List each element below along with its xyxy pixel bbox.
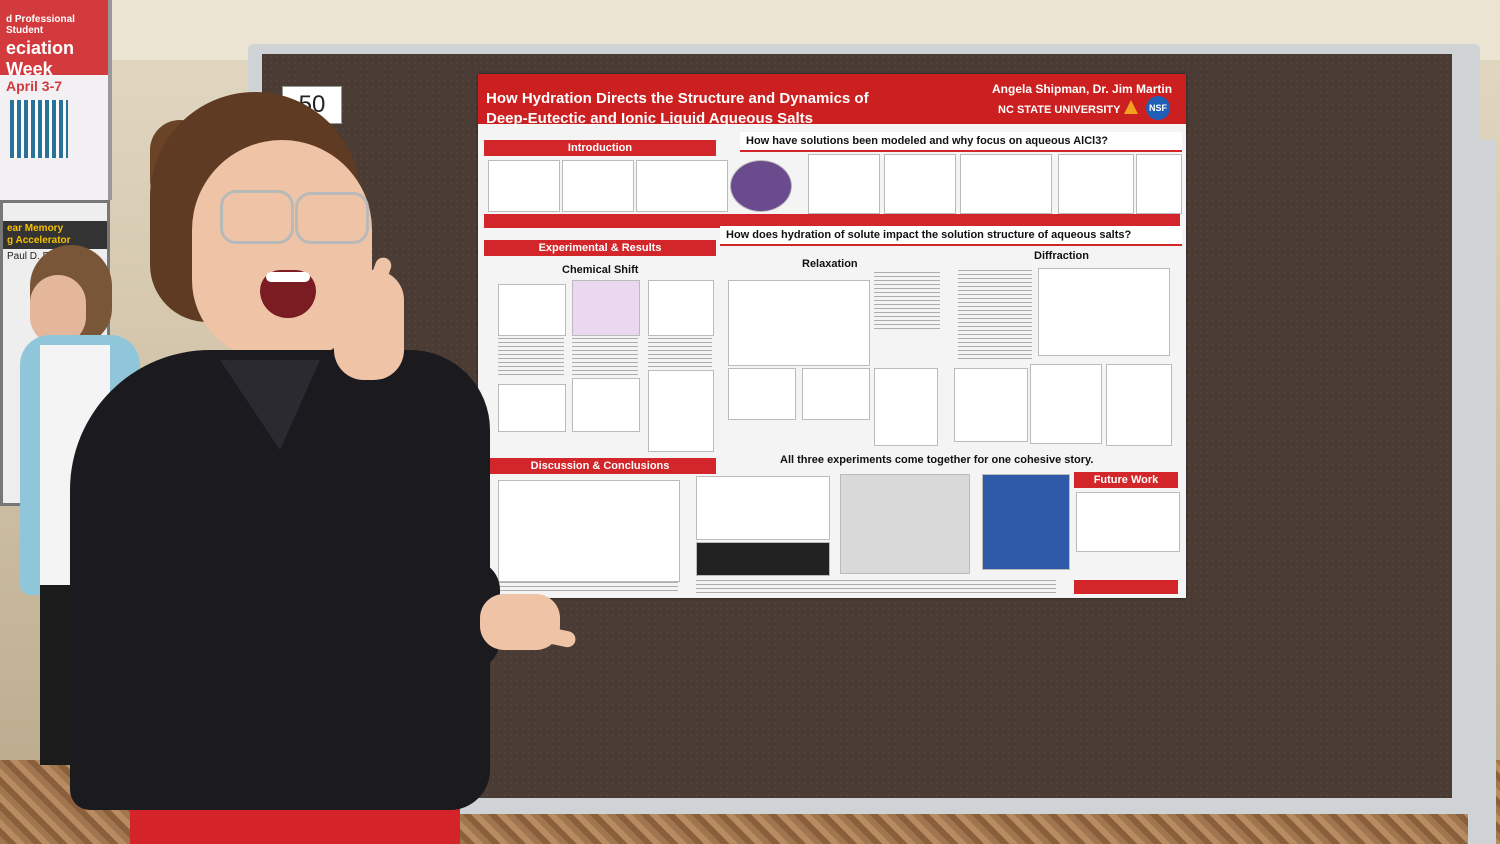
figure: [562, 160, 634, 212]
question-2: How does hydration of solute impact the …: [720, 226, 1182, 246]
text-block: [958, 270, 1032, 360]
cohesive-story-heading: All three experiments come together for …: [780, 454, 1094, 466]
figure: [1058, 154, 1134, 214]
text-block: [696, 580, 1056, 594]
section-experimental: Experimental & Results: [484, 240, 716, 256]
face: [30, 275, 86, 345]
figure: [1076, 492, 1180, 552]
poster-title-b: g Accelerator: [7, 235, 71, 246]
figure: [1030, 364, 1102, 444]
figure: [1106, 364, 1172, 446]
section-future-work: Future Work: [1074, 472, 1178, 488]
poster-title-a: ear Memory: [7, 223, 64, 234]
figure: [728, 368, 796, 420]
intro-caption-bar: [484, 214, 1180, 228]
figure: [954, 368, 1028, 442]
research-poster: How Hydration Directs the Structure and …: [478, 74, 1186, 598]
poster-banner: [0, 0, 108, 75]
question-1: How have solutions been modeled and why …: [740, 132, 1182, 152]
section-discussion: Discussion & Conclusions: [484, 458, 716, 474]
figure: [498, 480, 680, 582]
text-block: [498, 338, 564, 378]
figure: [648, 370, 714, 452]
presenter-person: [70, 80, 590, 844]
figure: [696, 542, 830, 576]
subheading-chemical-shift: Chemical Shift: [562, 264, 639, 276]
figure: [808, 154, 880, 214]
figure: [960, 154, 1052, 214]
text-block: [874, 272, 940, 332]
figure: [498, 284, 566, 336]
poster-title-line1: How Hydration Directs the Structure and …: [486, 90, 869, 107]
poster-authors: Angela Shipman, Dr. Jim Martin: [992, 82, 1173, 96]
section-introduction: Introduction: [484, 140, 716, 156]
figure: [648, 280, 714, 336]
background-event-poster: d Professional Student eciation Week Apr…: [0, 0, 112, 200]
poster-line1: d Professional Student: [6, 14, 75, 36]
qr-code-icon: [10, 100, 68, 158]
figure: [488, 160, 560, 212]
figure: [840, 474, 970, 574]
university-logo: NC STATE UNIVERSITY: [998, 104, 1121, 116]
figure: [884, 154, 956, 214]
figure: [1038, 268, 1170, 356]
figure: [1136, 154, 1182, 214]
glasses-icon: [220, 190, 294, 244]
figure: [802, 368, 870, 420]
text-block: [572, 338, 638, 378]
poster-line2: eciation Week: [6, 38, 75, 79]
figure: [982, 474, 1070, 570]
subheading-relaxation: Relaxation: [802, 258, 858, 270]
figure: [636, 160, 728, 212]
text-block: [648, 338, 712, 368]
subheading-diffraction: Diffraction: [1034, 250, 1089, 262]
figure: [696, 476, 830, 540]
figure: [572, 378, 640, 432]
poster-header: [3, 221, 107, 249]
figure: [730, 160, 792, 212]
board-stand-pole: [1468, 140, 1496, 844]
teeth: [266, 272, 310, 282]
figure: [874, 368, 938, 446]
figure: [498, 384, 566, 432]
nsf-logo-icon: NSF: [1146, 96, 1170, 120]
poster-header: [478, 74, 1186, 124]
figure: [572, 280, 640, 336]
poster-title-line2: Deep-Eutectic and Ionic Liquid Aqueous S…: [486, 110, 813, 127]
figure: [728, 280, 870, 366]
text-block: [498, 582, 678, 594]
poster-date: April 3-7: [6, 78, 63, 94]
glasses-icon: [295, 192, 369, 244]
references-bar: [1074, 580, 1178, 594]
